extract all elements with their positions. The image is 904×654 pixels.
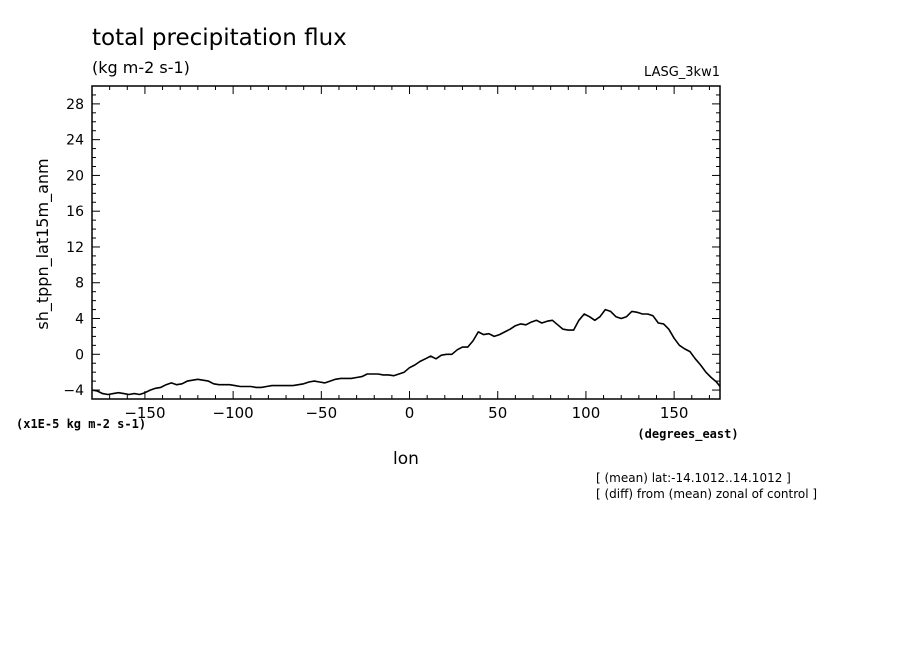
x-tick-label: 0 xyxy=(405,404,415,422)
axis-ticks xyxy=(91,85,720,400)
x-tick-label: 100 xyxy=(572,404,601,422)
y-tick-labels: −4 0 4 8 12 16 20 24 28 xyxy=(63,97,84,399)
x-tick-label: −50 xyxy=(305,404,337,422)
x-tick-labels: −150 −100 −50 0 50 100 150 xyxy=(124,404,688,422)
y-tick-label: 24 xyxy=(66,133,84,149)
x-tick-label: 150 xyxy=(660,404,689,422)
y-tick-label: 16 xyxy=(66,204,84,220)
y-axis-label: sh_tppn_lat15m_anm xyxy=(33,158,53,329)
x-tick-label: −100 xyxy=(213,404,254,422)
y-tick-label: −4 xyxy=(63,383,84,399)
precipitation-series-line xyxy=(91,308,721,396)
x-axis-label: lon xyxy=(393,449,419,469)
y-tick-label: 28 xyxy=(66,97,84,113)
y-units-label: (x1E-5 kg m-2 s-1) xyxy=(16,417,146,431)
x-units-label: (degrees_east) xyxy=(637,427,738,442)
y-tick-label: 0 xyxy=(75,347,84,363)
footnote-lat-range: [ (mean) lat:-14.1012..14.1012 ] xyxy=(596,471,791,485)
chart-units-subtitle: (kg m-2 s-1) xyxy=(92,58,190,77)
y-tick-label: 12 xyxy=(66,240,84,256)
chart-title: total precipitation flux xyxy=(92,25,347,51)
y-tick-label: 20 xyxy=(66,168,84,184)
dataset-label: LASG_3kw1 xyxy=(644,65,720,80)
y-tick-label: 8 xyxy=(75,276,84,292)
x-tick-label: −150 xyxy=(124,404,165,422)
y-tick-label: 4 xyxy=(75,312,84,328)
x-tick-label: 50 xyxy=(488,404,507,422)
footnote-diff: [ (diff) from (mean) zonal of control ] xyxy=(596,487,817,501)
plot-frame xyxy=(91,85,721,400)
